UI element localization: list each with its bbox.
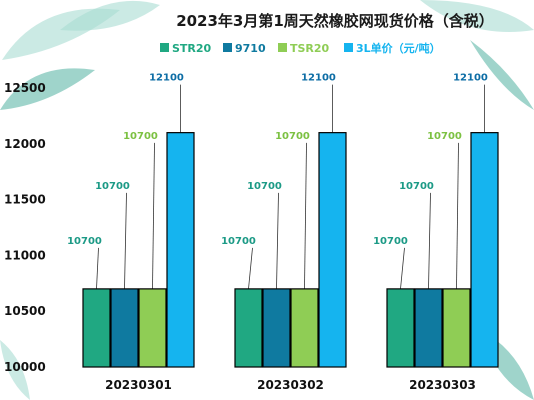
bar — [262, 288, 291, 368]
legend-swatch — [223, 43, 232, 52]
bar — [470, 132, 499, 368]
leader-line — [276, 192, 279, 289]
legend-swatch — [160, 43, 169, 52]
data-label: 12100 — [149, 73, 184, 84]
data-label: 12100 — [453, 73, 488, 84]
data-label: 10700 — [373, 236, 408, 247]
label-leaders — [96, 84, 485, 289]
data-label: 10700 — [95, 181, 130, 192]
bar — [138, 288, 167, 368]
y-axis: 10000 10500 11000 11500 12000 12500 — [4, 81, 46, 374]
leader-line — [304, 142, 307, 289]
chart-title: 2023年3月第1周天然橡胶网现货价格（含税） — [176, 12, 494, 30]
bar — [82, 288, 111, 368]
y-tick-label: 12500 — [4, 81, 46, 95]
data-label: 12100 — [301, 73, 336, 84]
data-labels: 10700 10700 10700 12100 10700 10700 10700 12100… — [67, 73, 488, 247]
bar — [386, 288, 415, 368]
y-tick-label: 11000 — [4, 248, 46, 262]
legend-swatch — [344, 43, 353, 52]
leader-line — [248, 247, 253, 289]
leaf-decoration — [0, 340, 30, 400]
leader-line — [428, 192, 431, 289]
legend: STR20 9710 TSR20 3L单价（元/吨） — [160, 41, 441, 55]
legend-label: 9710 — [235, 42, 266, 55]
category-label: 20230303 — [409, 378, 476, 392]
data-label: 10700 — [221, 236, 256, 247]
legend-swatch — [278, 43, 287, 52]
data-label: 10700 — [399, 181, 434, 192]
y-tick-label: 10500 — [4, 304, 46, 318]
bar — [414, 288, 443, 368]
leader-line — [96, 247, 99, 289]
leader-line — [456, 142, 459, 289]
leaf-decoration — [60, 0, 160, 31]
leader-line — [400, 247, 405, 289]
category-label: 20230302 — [257, 378, 324, 392]
leader-line — [124, 192, 127, 289]
category-label: 20230301 — [105, 378, 172, 392]
bar — [110, 288, 139, 368]
leaf-decoration — [470, 40, 534, 110]
data-label: 10700 — [247, 181, 282, 192]
leaf-decoration — [420, 0, 534, 32]
x-axis: 20230301 20230302 20230303 — [105, 378, 476, 392]
y-tick-label: 11500 — [4, 193, 46, 207]
bar — [234, 288, 263, 368]
data-label: 10700 — [275, 131, 310, 142]
bar — [166, 132, 195, 368]
leader-line — [152, 142, 155, 289]
bar — [442, 288, 471, 368]
legend-label: STR20 — [172, 42, 212, 55]
bar — [318, 132, 347, 368]
y-tick-label: 12000 — [4, 137, 46, 151]
y-tick-label: 10000 — [4, 360, 46, 374]
bars — [82, 132, 499, 368]
bar — [290, 288, 319, 368]
data-label: 10700 — [67, 236, 102, 247]
data-label: 10700 — [123, 131, 158, 142]
data-label: 10700 — [427, 131, 462, 142]
legend-label: TSR20 — [290, 42, 330, 55]
legend-label: 3L单价（元/吨） — [356, 41, 441, 55]
leaf-decoration — [0, 68, 95, 110]
